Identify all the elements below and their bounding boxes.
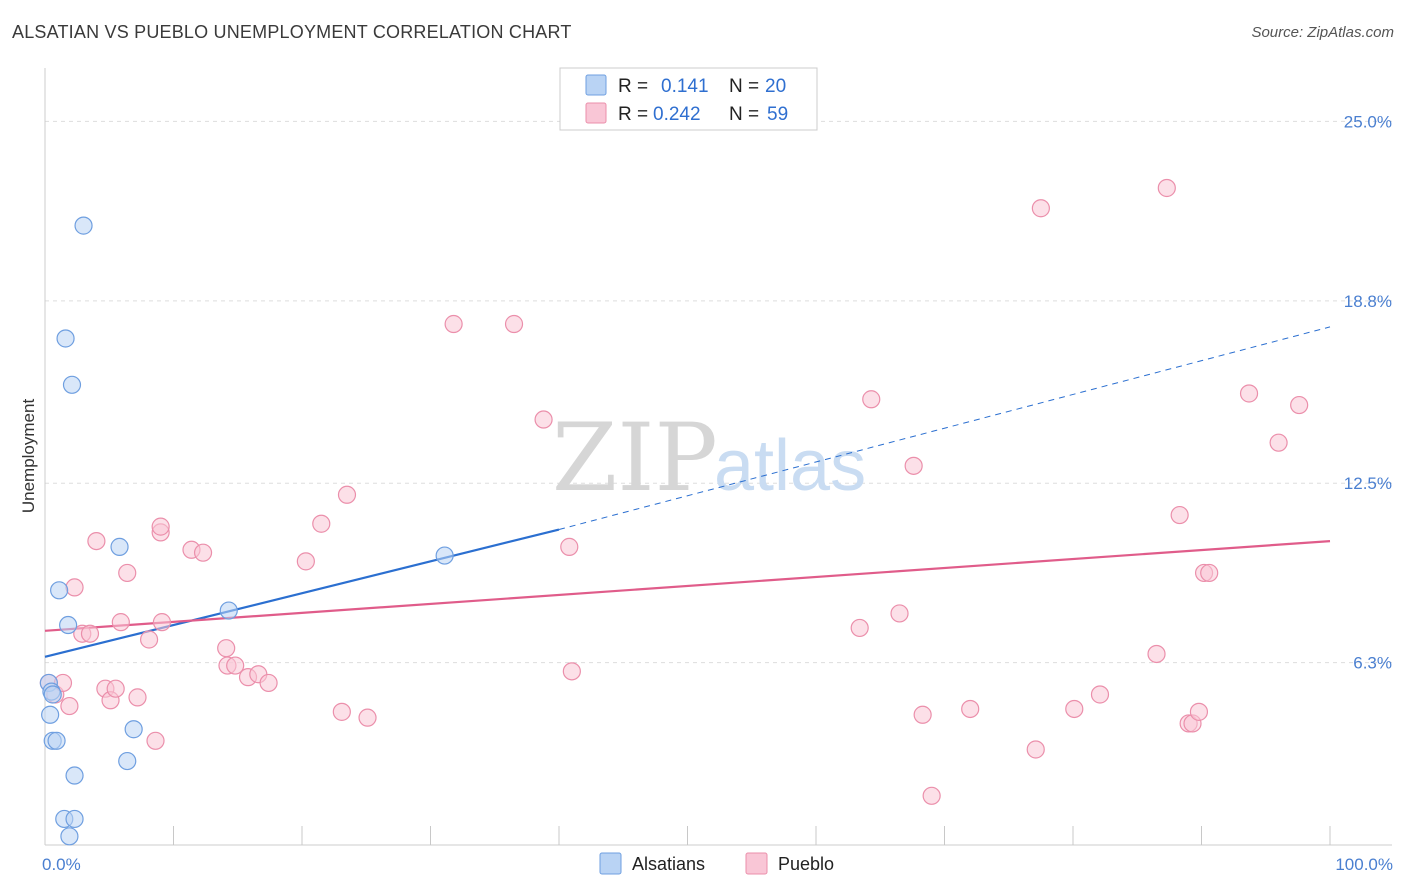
point-pueblo-38	[862, 390, 881, 409]
point-pueblo-6	[80, 624, 100, 643]
point-pueblo-40	[904, 456, 923, 475]
point-pueblo-53	[1189, 702, 1209, 721]
point-pueblo-48	[1147, 644, 1166, 664]
point-alsatians-17	[74, 216, 93, 235]
watermark-atlas: atlas	[714, 426, 866, 506]
chart-source: Source: ZipAtlas.com	[1251, 24, 1394, 41]
legend-r-value-alsatians: 0.141	[661, 76, 709, 97]
legend-r-label-pueblo: R =	[618, 104, 648, 125]
y-tick-label-0: 6.3%	[1353, 654, 1392, 673]
point-pueblo-32	[444, 314, 463, 334]
point-pueblo-23	[226, 656, 245, 675]
y-tick-label-3: 25.0%	[1344, 112, 1392, 131]
point-pueblo-42	[922, 786, 941, 805]
point-pueblo-3	[60, 696, 79, 716]
point-alsatians-15	[219, 601, 238, 620]
point-pueblo-31	[358, 708, 377, 727]
point-alsatians-16	[435, 546, 454, 565]
point-pueblo-12	[118, 563, 137, 583]
point-pueblo-18	[151, 517, 170, 536]
chart-title: ALSATIAN VS PUEBLO UNEMPLOYMENT CORRELAT…	[12, 22, 572, 42]
legend-r-value-pueblo: 0.242	[653, 104, 701, 125]
legend-swatch-alsatians	[585, 74, 607, 96]
point-pueblo-49	[1157, 178, 1176, 198]
point-alsatians-9	[65, 766, 84, 785]
point-pueblo-28	[312, 514, 331, 533]
bottom-legend-swatch-alsatians	[599, 852, 622, 875]
point-pueblo-47	[1090, 685, 1110, 704]
point-pueblo-43	[961, 699, 980, 719]
bottom-legend: Alsatians Pueblo	[599, 852, 834, 875]
points-layer	[39, 178, 1309, 846]
point-alsatians-3	[41, 705, 60, 724]
legend-n-value-pueblo: 59	[767, 104, 788, 125]
point-alsatians-18	[56, 329, 75, 348]
x-tick-label-0: 0.0%	[42, 855, 81, 874]
point-pueblo-26	[259, 673, 278, 693]
bottom-legend-label-pueblo: Pueblo	[778, 854, 834, 874]
point-pueblo-15	[146, 731, 165, 750]
point-pueblo-4	[65, 578, 84, 597]
point-alsatians-13	[59, 615, 78, 635]
y-tick-label-2: 18.8%	[1344, 292, 1392, 311]
point-alsatians-5	[47, 731, 66, 750]
point-pueblo-14	[139, 630, 159, 649]
point-pueblo-33	[504, 314, 524, 334]
point-pueblo-58	[1290, 395, 1309, 415]
x-tick-label-1: 100.0%	[1335, 855, 1393, 874]
top-legend: R = 0.141 N = 20 R = 0.242 N = 59	[559, 67, 818, 131]
point-alsatians-10	[118, 751, 137, 771]
point-alsatians-12	[50, 581, 69, 600]
point-pueblo-56	[1239, 384, 1259, 403]
point-pueblo-39	[890, 604, 909, 623]
trend-line-pueblo	[44, 539, 1331, 632]
point-pueblo-16	[152, 613, 172, 632]
y-axis-title: Unemployment	[19, 399, 38, 514]
trend-line-alsatians-extension	[558, 326, 1331, 531]
point-pueblo-21	[217, 639, 236, 658]
legend-r-label-alsatians: R =	[618, 76, 648, 97]
point-pueblo-11	[111, 613, 130, 632]
trend-line-alsatians	[44, 528, 560, 658]
legend-swatch-pueblo	[585, 102, 607, 124]
trend-layer	[44, 326, 1331, 658]
point-pueblo-37	[850, 618, 869, 638]
point-alsatians-14	[110, 537, 129, 556]
point-pueblo-10	[106, 679, 125, 698]
point-pueblo-13	[128, 688, 147, 707]
point-pueblo-44	[1026, 740, 1045, 759]
grid-layer	[45, 120, 1392, 664]
point-pueblo-36	[562, 662, 581, 681]
point-pueblo-35	[560, 537, 579, 556]
point-pueblo-34	[534, 410, 553, 429]
point-alsatians-19	[62, 375, 82, 394]
point-pueblo-57	[1269, 433, 1288, 452]
bottom-legend-label-alsatians: Alsatians	[632, 854, 705, 874]
point-alsatians-8	[60, 827, 79, 846]
y-tick-label-1: 12.5%	[1344, 474, 1392, 493]
point-pueblo-29	[332, 702, 351, 721]
point-alsatians-7	[65, 809, 84, 829]
point-alsatians-2	[43, 685, 62, 704]
point-pueblo-46	[1065, 699, 1084, 719]
legend-n-label-pueblo: N =	[729, 104, 759, 125]
legend-n-value-alsatians: 20	[765, 76, 786, 97]
watermark-zip: ZIP	[552, 404, 718, 513]
tick-layer: 6.3% 12.5% 18.8% 25.0% 0.0% 100.0%	[42, 112, 1393, 874]
point-pueblo-20	[193, 543, 213, 562]
watermark: ZIP atlas	[552, 404, 866, 513]
point-pueblo-41	[913, 705, 932, 724]
point-alsatians-11	[124, 720, 143, 739]
point-pueblo-27	[296, 552, 315, 571]
point-pueblo-55	[1200, 563, 1219, 583]
point-pueblo-30	[337, 485, 357, 504]
bottom-legend-swatch-pueblo	[745, 852, 768, 875]
point-pueblo-45	[1031, 199, 1050, 218]
point-pueblo-7	[87, 531, 106, 551]
legend-n-label-alsatians: N =	[729, 76, 759, 97]
point-pueblo-50	[1170, 505, 1189, 525]
